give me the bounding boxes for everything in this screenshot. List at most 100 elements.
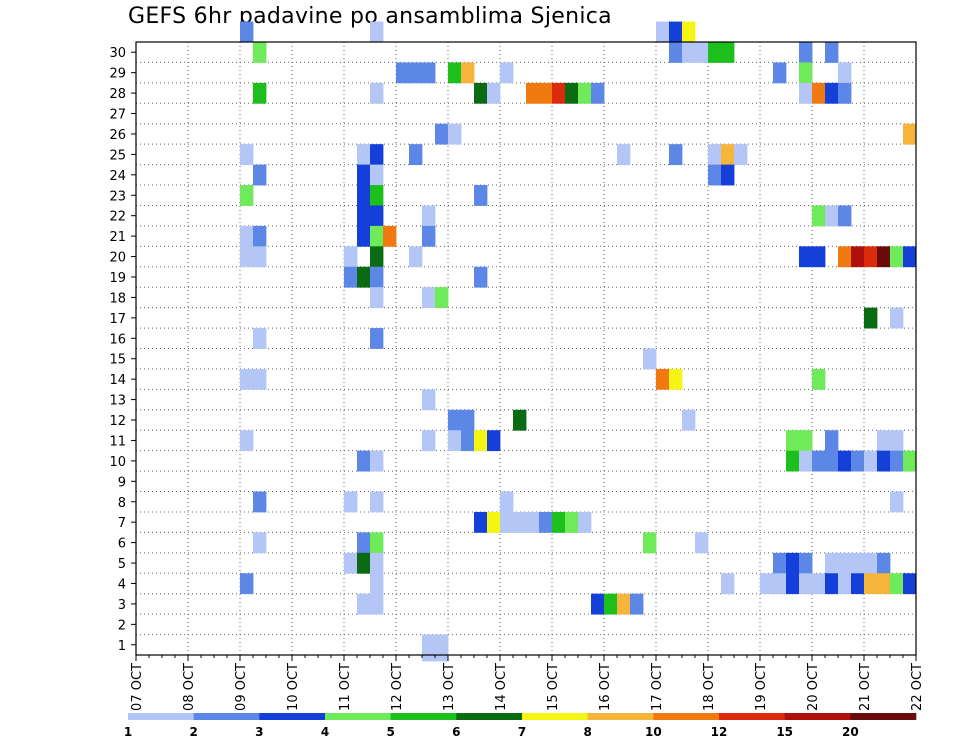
heatmap-cell: [825, 42, 839, 63]
heatmap-cell: [487, 511, 501, 533]
heatmap-cell: [799, 573, 813, 595]
y-tick-label: 30: [109, 46, 126, 61]
heatmap-cell: [253, 532, 267, 554]
heatmap-cell: [370, 573, 384, 595]
heatmap-cell: [357, 225, 371, 247]
y-tick-label: 18: [109, 291, 126, 306]
heatmap-cell: [838, 205, 852, 227]
heatmap-cell: [370, 21, 384, 43]
heatmap-cell: [903, 573, 917, 595]
heatmap-cell: [422, 389, 436, 411]
y-tick-label: 10: [109, 455, 126, 470]
colorbar-segment: [784, 713, 851, 720]
heatmap-cell: [591, 593, 605, 615]
y-tick-label: 26: [109, 128, 126, 143]
heatmap-cell: [812, 205, 826, 227]
heatmap-cell: [370, 328, 384, 349]
x-tick-label: 11 OCT: [338, 663, 353, 711]
heatmap-cell: [344, 491, 358, 513]
heatmap-cell: [721, 573, 735, 595]
y-tick-label: 13: [109, 394, 126, 409]
heatmap-cell: [708, 42, 722, 63]
heatmap-cell: [812, 246, 826, 268]
colorbar-tick-label: 2: [189, 725, 197, 739]
x-tick-label: 13 OCT: [442, 663, 457, 711]
colorbar-tick-label: 4: [321, 725, 329, 739]
heatmap-cell: [851, 246, 865, 268]
colorbar-segment: [850, 713, 917, 720]
heatmap-cell: [786, 450, 800, 472]
heatmap-cell: [370, 225, 384, 247]
y-tick-label: 21: [109, 230, 126, 245]
colorbar-tick-label: 1: [124, 725, 132, 739]
y-tick-label: 23: [109, 189, 126, 204]
y-tick-label: 8: [118, 496, 126, 511]
heatmap-cell: [552, 511, 566, 533]
heatmap-cell: [669, 368, 683, 390]
heatmap-cell: [240, 144, 254, 165]
y-tick-label: 9: [118, 475, 126, 490]
colorbar-segment: [325, 713, 391, 720]
heatmap-cell: [851, 573, 865, 595]
y-tick-label: 7: [118, 516, 126, 531]
colorbar-tick-label: 5: [386, 725, 394, 739]
heatmap-cell: [461, 430, 475, 452]
heatmap-cell: [591, 82, 605, 104]
heatmap-cell: [786, 430, 800, 452]
heatmap-cell: [565, 82, 579, 104]
colorbar-segment: [653, 713, 720, 720]
heatmap-cell: [370, 82, 384, 104]
heatmap-cell: [487, 82, 501, 104]
y-tick-label: 20: [109, 251, 126, 266]
heatmap-cell: [253, 164, 267, 186]
colorbar-tick-label: 15: [776, 725, 793, 739]
colorbar: 1 2 3 4 5 6 7 8 10 12 15 20: [124, 713, 917, 739]
colorbar-segment: [719, 713, 785, 720]
heatmap-cell: [890, 307, 904, 329]
x-tick-label: 09 OCT: [234, 663, 249, 711]
heatmap-cell: [903, 450, 917, 472]
heatmap-cell: [669, 42, 683, 63]
y-tick-label: 5: [118, 557, 126, 572]
heatmap-cell: [812, 450, 826, 472]
heatmap-cell: [890, 491, 904, 513]
y-tick-label: 2: [118, 618, 126, 633]
heatmap-cell: [253, 82, 267, 104]
heatmap-cell: [617, 144, 631, 165]
heatmap-cell: [370, 246, 384, 268]
heatmap-cell: [851, 450, 865, 472]
heatmap-cell: [409, 144, 423, 165]
heatmap-cell: [448, 123, 462, 145]
x-tick-label: 21 OCT: [858, 663, 873, 711]
heatmap-cell: [825, 552, 839, 574]
colorbar-segment: [390, 713, 457, 720]
x-tick-label: 18 OCT: [702, 663, 717, 711]
x-tick-label: 22 OCT: [910, 663, 925, 711]
y-tick-label: 28: [109, 87, 126, 102]
x-tick-label: 17 OCT: [650, 663, 665, 711]
y-tick-label: 11: [109, 434, 126, 449]
heatmap-cell: [240, 368, 254, 390]
heatmap-cell: [370, 266, 384, 288]
heatmap-cell: [370, 287, 384, 309]
heatmap-cell: [890, 430, 904, 452]
heatmap-cell: [669, 144, 683, 165]
colorbar-tick-label: 3: [255, 725, 263, 739]
chart-title: GEFS 6hr padavine po ansamblima Sjenica: [128, 4, 612, 29]
heatmap-cell: [344, 266, 358, 288]
heatmap-cell: [448, 409, 462, 431]
heatmap-cell: [487, 430, 501, 452]
colorbar-segment: [456, 713, 523, 720]
heatmap-cell: [539, 511, 553, 533]
y-tick-label: 6: [118, 537, 126, 552]
heatmap-cell: [812, 368, 826, 390]
heatmap-cell: [240, 185, 254, 206]
x-tick-label: 16 OCT: [598, 663, 613, 711]
heatmap-cell: [461, 62, 475, 84]
heatmap-cell: [474, 185, 488, 206]
heatmap-cell: [877, 246, 891, 268]
heatmap-cell: [474, 82, 488, 104]
heatmap-cell: [773, 573, 787, 595]
colorbar-tick-label: 6: [452, 725, 460, 739]
heatmap-cell: [526, 511, 540, 533]
